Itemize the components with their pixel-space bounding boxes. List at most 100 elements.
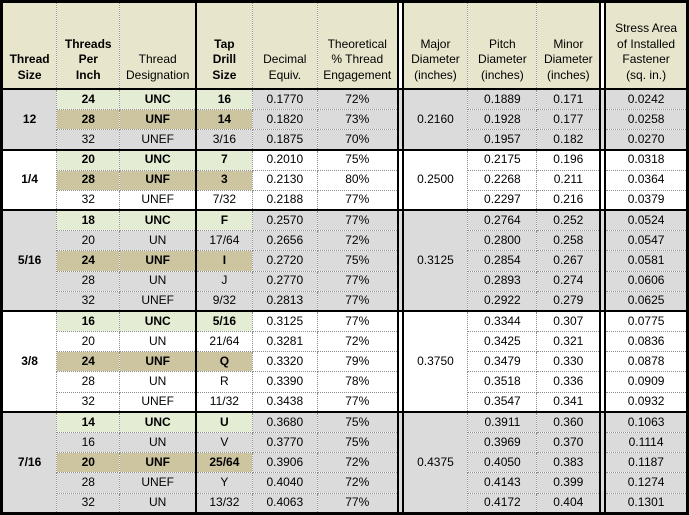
table-row: 24 UNF I 0.2720 75% 0.2854 0.267 0.0581: [2, 250, 689, 272]
thread-engagement-cell: 77%: [316, 189, 399, 211]
thread-engagement-cell: 75%: [316, 250, 399, 272]
decimal-equiv-cell: 0.3390: [251, 371, 318, 393]
header-pitch-diameter: Pitch Diameter (inches): [467, 1, 538, 91]
decimal-equiv-cell: 0.2570: [251, 209, 318, 232]
minor-diameter-cell: 0.383: [536, 452, 601, 474]
pitch-diameter-cell: 0.2268: [467, 169, 538, 191]
threads-per-inch-cell: 32: [56, 391, 121, 413]
minor-diameter-cell: 0.370: [536, 432, 601, 454]
thread-designation-cell: UNEF: [119, 391, 197, 413]
header-thread-designation: Thread Designation: [119, 1, 197, 91]
thread-engagement-cell: 77%: [316, 290, 399, 312]
minor-diameter-cell: 0.279: [536, 290, 601, 312]
thread-engagement-cell: 72%: [316, 452, 399, 474]
decimal-equiv-cell: 0.3281: [251, 331, 318, 353]
thread-engagement-cell: 79%: [316, 351, 399, 373]
decimal-equiv-cell: 0.3906: [251, 452, 318, 474]
thread-designation-cell: UNF: [119, 351, 197, 373]
pitch-diameter-cell: 0.2800: [467, 230, 538, 252]
thread-engagement-cell: 77%: [316, 270, 399, 292]
threads-per-inch-cell: 24: [56, 250, 121, 272]
minor-diameter-cell: 0.171: [536, 88, 601, 111]
thread-engagement-cell: 80%: [316, 169, 399, 191]
decimal-equiv-cell: 0.3125: [251, 310, 318, 333]
tap-drill-size-cell: R: [195, 371, 253, 393]
tap-drill-size-cell: 13/32: [195, 492, 253, 515]
thread-size-cell: 1/4: [0, 148, 58, 211]
decimal-equiv-cell: 0.2720: [251, 250, 318, 272]
pitch-diameter-cell: 0.3547: [467, 391, 538, 413]
minor-diameter-cell: 0.216: [536, 189, 601, 211]
stress-area-cell: 0.0242: [604, 88, 689, 111]
thread-engagement-cell: 72%: [316, 88, 399, 111]
pitch-diameter-cell: 0.3344: [467, 310, 538, 333]
pitch-diameter-cell: 0.3911: [467, 411, 538, 434]
thread-designation-cell: UN: [119, 331, 197, 353]
stress-area-cell: 0.0318: [604, 148, 689, 171]
header-minor-diameter: Minor Diameter (inches): [536, 1, 601, 91]
thread-designation-cell: UN: [119, 492, 197, 515]
stress-area-cell: 0.0932: [604, 391, 689, 413]
threads-per-inch-cell: 32: [56, 189, 121, 211]
pitch-diameter-cell: 0.4143: [467, 472, 538, 494]
stress-area-cell: 0.0524: [604, 209, 689, 232]
minor-diameter-cell: 0.252: [536, 209, 601, 232]
minor-diameter-cell: 0.336: [536, 371, 601, 393]
thread-engagement-cell: 70%: [316, 129, 399, 151]
column-gap: [396, 88, 404, 150]
thread-engagement-cell: 73%: [316, 109, 399, 131]
header-stress-area: Stress Area of Installed Fastener (sq. i…: [604, 1, 689, 91]
thread-engagement-cell: 72%: [316, 230, 399, 252]
header-row: Thread Size Threads Per Inch Thread Design…: [0, 1, 689, 91]
tap-drill-size-cell: 9/32: [195, 290, 253, 312]
thread-designation-cell: UNEF: [119, 290, 197, 312]
decimal-equiv-cell: 0.3320: [251, 351, 318, 373]
stress-area-cell: 0.1114: [604, 432, 689, 454]
pitch-diameter-cell: 0.2297: [467, 189, 538, 211]
tap-drill-size-cell: 3/16: [195, 129, 253, 151]
threads-per-inch-cell: 20: [56, 230, 121, 252]
table-row: 20 UN 21/64 0.3281 72% 0.3425 0.321 0.0836: [2, 331, 689, 353]
tap-drill-size-cell: 25/64: [195, 452, 253, 474]
column-gap: [599, 310, 607, 413]
threads-per-inch-cell: 28: [56, 109, 121, 131]
pitch-diameter-cell: 0.3425: [467, 331, 538, 353]
thread-engagement-cell: 77%: [316, 391, 399, 413]
threads-per-inch-cell: 28: [56, 169, 121, 191]
thread-size-cell: 3/8: [0, 310, 58, 413]
threads-per-inch-cell: 16: [56, 310, 121, 333]
table-row: 5/16 18 UNC F 0.2570 77% 0.3125 0.2764 0.252 0.05…: [0, 209, 689, 312]
pitch-diameter-cell: 0.3518: [467, 371, 538, 393]
minor-diameter-cell: 0.177: [536, 109, 601, 131]
table-row: 32 UN 13/32 0.4063 77% 0.4172 0.404 0.1301: [2, 492, 689, 515]
table-row: 32 UNEF 11/32 0.3438 77% 0.3547 0.341 0.0932: [2, 391, 689, 413]
minor-diameter-cell: 0.360: [536, 411, 601, 434]
thread-engagement-cell: 77%: [316, 492, 399, 515]
pitch-diameter-cell: 0.2854: [467, 250, 538, 272]
thread-designation-cell: UNC: [119, 411, 197, 434]
column-gap: [599, 148, 607, 211]
pitch-diameter-cell: 0.1928: [467, 109, 538, 131]
threads-per-inch-cell: 24: [56, 351, 121, 373]
tap-drill-size-cell: Y: [195, 472, 253, 494]
header-tap-drill-size: Tap Drill Size: [195, 1, 253, 91]
threads-per-inch-cell: 28: [56, 472, 121, 494]
minor-diameter-cell: 0.267: [536, 250, 601, 272]
tap-drill-size-cell: Q: [195, 351, 253, 373]
major-diameter-cell: 0.3125: [402, 209, 469, 312]
table-row: 28 UNF 14 0.1820 73% 0.1928 0.177 0.0258: [2, 109, 689, 131]
column-gap: [599, 1, 607, 90]
stress-area-cell: 0.0836: [604, 331, 689, 353]
major-diameter-cell: 0.2500: [402, 148, 469, 211]
column-gap: [599, 88, 607, 150]
thread-engagement-cell: 77%: [316, 209, 399, 232]
column-gap: [396, 209, 404, 312]
tap-drill-size-cell: V: [195, 432, 253, 454]
decimal-equiv-cell: 0.1875: [251, 129, 318, 151]
table-row: 1/4 20 UNC 7 0.2010 75% 0.2500 0.2175 0.196 0.031…: [0, 148, 689, 211]
table-row: 12 24 UNC 16 0.1770 72% 0.2160 0.1889 0.171 0.024…: [0, 88, 689, 151]
column-gap: [396, 1, 404, 90]
tap-drill-size-cell: J: [195, 270, 253, 292]
